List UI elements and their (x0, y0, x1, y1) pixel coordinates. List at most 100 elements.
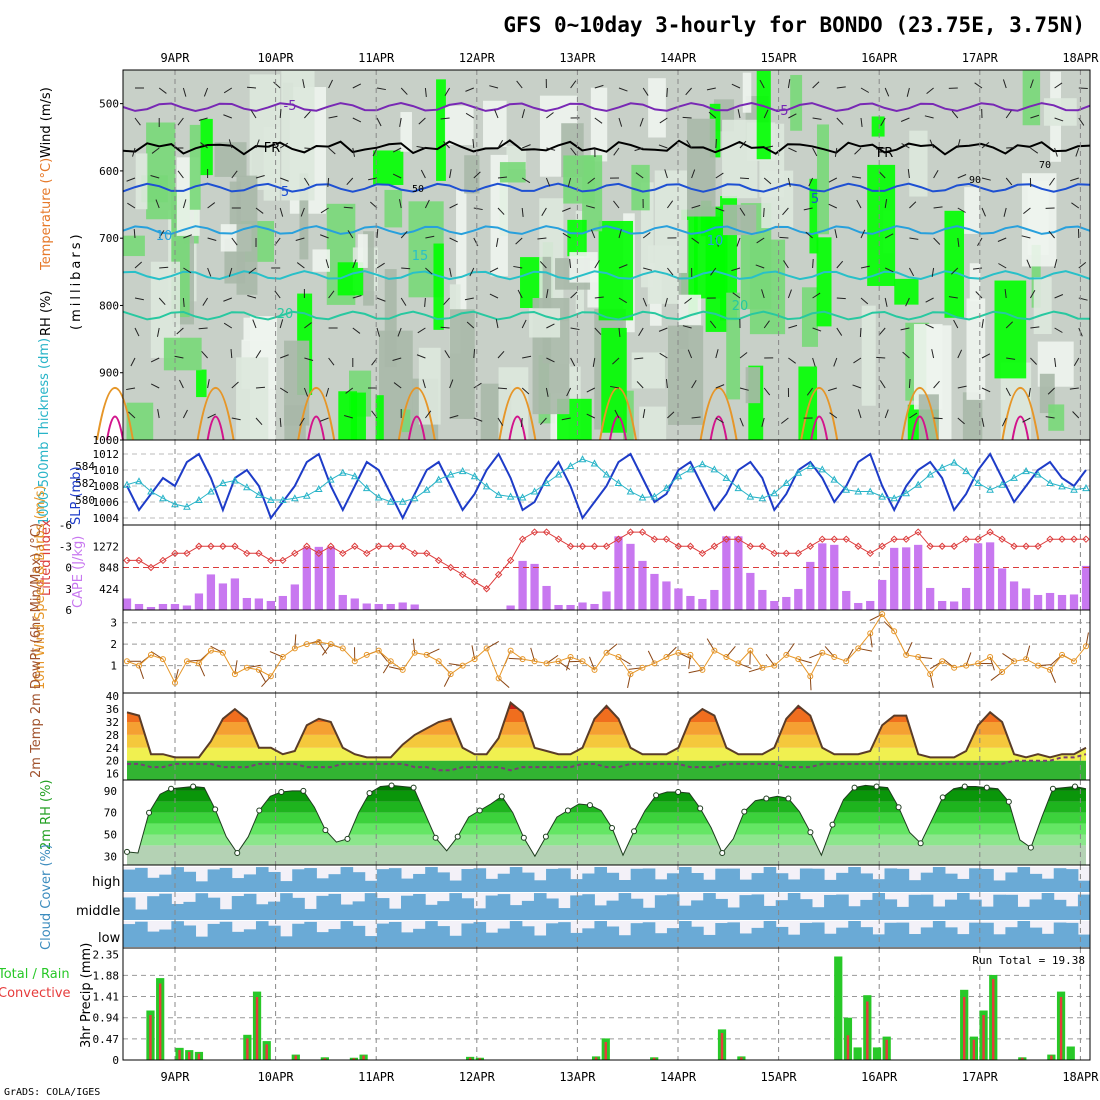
cloud-bar (521, 872, 535, 892)
temp-tick-label: 24 (106, 742, 120, 755)
cloud-bar (775, 873, 789, 892)
wind-barb (372, 147, 378, 157)
thickness-line (126, 458, 1087, 508)
wind-barb (150, 175, 160, 179)
wind-barb (295, 237, 305, 241)
cloud-bar (570, 879, 583, 892)
rh-region (647, 245, 679, 304)
wind-barb (1030, 147, 1039, 154)
cloud-bar (207, 897, 221, 920)
cape-bar (398, 602, 407, 610)
wind-barb (884, 409, 889, 419)
thickness-point (207, 487, 215, 495)
rh-region (363, 231, 374, 306)
wind-barb (659, 117, 668, 124)
cape-bar (578, 602, 587, 610)
rh-region (639, 406, 667, 440)
cloud-bar (533, 935, 547, 947)
cloud-bar (775, 900, 789, 920)
precip-convective-bar (982, 1015, 985, 1060)
instability-contour (206, 415, 225, 441)
wind-barb (715, 207, 725, 212)
wind-barb (929, 139, 935, 149)
rh-legend-label: RH (%) (39, 291, 54, 336)
thickness-tick-label: 582 (75, 477, 95, 490)
wind-barb (392, 147, 402, 153)
thickness-point (866, 487, 875, 495)
cloud-bar (352, 872, 366, 892)
wind-barb (279, 387, 289, 394)
temp-tick-label: 40 (106, 690, 119, 703)
wind-barb (805, 231, 813, 239)
wind-barb (618, 229, 622, 239)
bottom-date-label: 11APR (358, 1070, 395, 1084)
wind-barb (803, 207, 813, 211)
wind-speed-point (507, 647, 514, 654)
wind-barb (228, 267, 233, 277)
run-total-label: Run Total = 19.38 (972, 954, 1085, 967)
instability-contour (106, 415, 124, 441)
wind-speed-point (999, 669, 1006, 675)
precip-convective-bar (652, 1057, 656, 1060)
cloud-bar (1029, 899, 1043, 920)
wind-barb (497, 417, 504, 426)
wind-speed-point (375, 647, 382, 654)
cape-bar (1057, 594, 1067, 610)
wind-barb (134, 117, 141, 126)
cloud-bar (521, 926, 535, 947)
wind-barb (473, 207, 483, 211)
wind-barb (836, 86, 846, 89)
rh-line (126, 784, 1087, 858)
rh-region (299, 173, 309, 260)
thickness-point (290, 494, 299, 502)
wind-barb (392, 357, 402, 361)
rh-region (587, 260, 599, 308)
thickness-point (410, 494, 419, 502)
wind-barb (658, 144, 668, 149)
wind-barb (1022, 417, 1031, 423)
cloud-bar (171, 867, 184, 892)
cape-bar (218, 583, 228, 610)
wind-speed-point (735, 660, 742, 667)
temp-tick-label: 36 (106, 703, 119, 716)
cape-bar (182, 605, 192, 610)
wind-barb (255, 139, 260, 149)
rh-region (598, 220, 634, 321)
rh-region (705, 216, 728, 332)
cloud-cover-panel (122, 864, 1091, 949)
rh-point (190, 783, 197, 790)
li-point (998, 535, 1006, 543)
wind-barb (134, 297, 144, 301)
li-tick-label: 3 (65, 583, 72, 596)
top-date-label: 12APR (459, 51, 496, 65)
pressure-tick-label: 700 (99, 232, 119, 245)
cloud-bar (570, 895, 583, 920)
wind-barb (344, 415, 353, 419)
li-point (566, 542, 575, 550)
cloud-bar (388, 908, 402, 920)
wind-barb (1071, 202, 1080, 209)
li-point (327, 542, 335, 550)
wind-barb (1047, 387, 1055, 395)
top-date-label: 16APR (861, 51, 898, 65)
wind-barb (466, 321, 475, 329)
wind-speed-point (579, 658, 586, 665)
cloud-bar (243, 893, 257, 920)
cloud-bar (884, 868, 898, 892)
wind-barb (933, 237, 941, 245)
temperature-legend-label: Temperature (°C) (39, 158, 54, 271)
thickness-point (302, 491, 311, 499)
cloud-bar (231, 931, 245, 947)
thickness-point (530, 487, 539, 495)
cape-bar (973, 543, 983, 610)
wind-barb (132, 147, 136, 157)
wind-barb (201, 350, 208, 359)
wind-barb (343, 206, 353, 209)
rh-point (300, 787, 307, 794)
cloud-bar (618, 880, 632, 892)
wind-barb (250, 110, 257, 119)
cloud-bar (159, 893, 172, 920)
wind-barb (399, 117, 402, 127)
wind-barb (521, 319, 527, 329)
wind-barb (207, 267, 212, 277)
